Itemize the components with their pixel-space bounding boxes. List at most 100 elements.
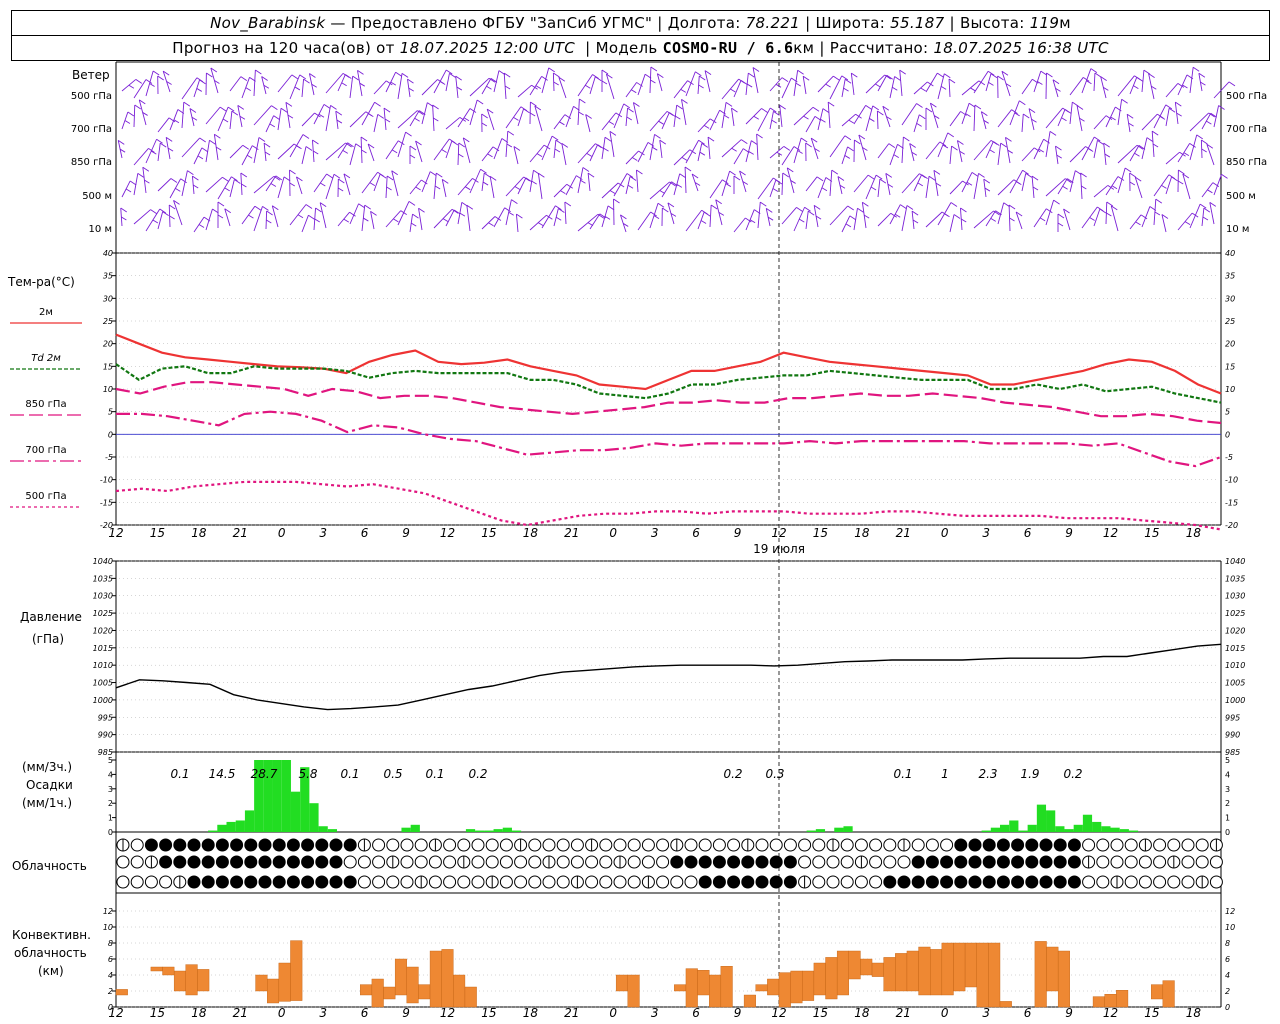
precip-bar — [272, 760, 282, 832]
wind-barb-feather — [710, 204, 718, 210]
cloud-symbol — [514, 875, 528, 889]
wind-barb-feather — [944, 213, 950, 218]
wind-barb-feather — [442, 179, 449, 184]
wind-barb-shaft — [301, 79, 305, 98]
wind-barb-feather — [601, 80, 608, 85]
wind-barb-feather — [162, 70, 170, 76]
wind-barb-shaft — [589, 213, 601, 230]
wind-barb-feather — [192, 184, 199, 189]
cloud-symbol — [400, 855, 414, 869]
convective-bar — [825, 957, 838, 1000]
wind-barb-feather — [1165, 104, 1173, 110]
wind-barb-feather — [384, 118, 391, 123]
wind-barb-feather — [441, 149, 447, 153]
wind-level-label-right: 500 м — [1226, 191, 1256, 202]
temp-legend-label: 700 гПа — [25, 445, 66, 456]
wind-barb-feather — [1218, 105, 1225, 110]
wind-barb-shaft — [1093, 208, 1101, 227]
wind-barb-shaft — [157, 211, 164, 230]
wind-barb-feather — [156, 138, 163, 144]
hour-tick-label: 15 — [150, 526, 165, 540]
temp-series-line — [115, 363, 1222, 404]
wind-barb-feather — [725, 183, 732, 187]
wind-barb-shaft — [296, 176, 303, 195]
wind-barb-shaft — [589, 144, 599, 162]
pressure-tick-label-right: 1010 — [1225, 661, 1245, 670]
wind-barb-feather — [799, 218, 805, 223]
wind-title: Ветер — [72, 68, 110, 82]
wind-barb-feather — [421, 179, 428, 185]
station-name: Nov_Barabinsk — [210, 14, 326, 32]
precip-bar — [475, 830, 485, 832]
cloud-symbol — [684, 855, 698, 869]
cloud-symbol — [769, 838, 783, 852]
wind-barb-feather — [731, 147, 737, 152]
wind-barb-shaft — [564, 202, 567, 225]
wind-barb-feather — [983, 119, 989, 124]
wind-barb-feather — [273, 115, 280, 121]
wind-barb-feather — [357, 70, 364, 75]
wind-barb-shaft — [1093, 185, 1109, 198]
cloud-symbol — [755, 855, 769, 869]
cloud-symbol — [755, 875, 769, 889]
model-name: COSMO-RU / 6.6 — [662, 39, 794, 57]
conv-tick-label-right: 10 — [1225, 923, 1235, 932]
wind-barb-feather — [885, 173, 893, 178]
wind-barb-feather — [434, 185, 441, 190]
wind-barb-feather — [393, 218, 399, 223]
wind-barb-feather — [783, 146, 791, 151]
latitude-label: Широта: — [815, 14, 886, 32]
hour-tick-label: 15 — [481, 1006, 496, 1020]
wind-barb-shaft — [745, 73, 749, 96]
wind-barb-feather — [560, 190, 566, 195]
conv-tick-label: 4 — [108, 971, 113, 980]
wind-barb-feather — [844, 78, 852, 84]
hour-tick-label: 12 — [108, 1006, 123, 1020]
cloud-symbol — [968, 875, 982, 889]
hour-tick-label: 12 — [1103, 526, 1118, 540]
wind-barb-shaft — [1189, 203, 1201, 229]
cloud-symbol — [386, 838, 400, 852]
cloud-symbol — [798, 838, 812, 852]
convective-bar — [988, 942, 1001, 1008]
precip-3h-label: 2.3 — [978, 767, 997, 781]
cloud-symbol — [1025, 875, 1039, 889]
wind-barb-shaft — [1141, 113, 1158, 131]
wind-barb-shaft — [373, 173, 381, 192]
wind-barb-shaft — [421, 79, 438, 96]
precip-tick-label-right: 1 — [1225, 814, 1230, 823]
hour-tick-label: 6 — [1024, 1006, 1032, 1020]
wind-barb-feather — [947, 132, 954, 138]
temp-legend-label: 2м — [39, 307, 53, 318]
wind-barb-feather — [530, 101, 537, 107]
wind-barb-shaft — [911, 211, 915, 230]
precip-bar — [465, 829, 476, 832]
wind-barb-feather — [699, 151, 706, 156]
wind-barb-shaft — [397, 73, 403, 100]
wind-barb-feather — [748, 72, 755, 78]
wind-barb-shaft — [781, 146, 795, 166]
cloud-symbol — [627, 855, 641, 869]
header-separator: — — [330, 14, 346, 32]
wind-barb-shaft — [277, 143, 295, 160]
wind-barb-feather — [405, 131, 412, 137]
wind-barb-feather — [309, 73, 316, 78]
wind-barb-shaft — [541, 135, 553, 161]
wind-barb-feather — [586, 152, 592, 157]
wind-barb-feather — [442, 218, 449, 223]
wind-barb-shaft — [781, 207, 797, 225]
wind-barb-feather — [626, 116, 633, 121]
wind-barb-feather — [944, 73, 951, 79]
cloud-symbol — [130, 855, 144, 869]
cloud-symbol — [1067, 838, 1081, 852]
wind-barb-shaft — [613, 103, 625, 129]
cloud-symbol — [329, 855, 343, 869]
wind-barb-shaft — [1045, 131, 1051, 158]
cloud-symbol — [428, 875, 442, 889]
wind-barb-feather — [942, 144, 949, 149]
wind-barb-feather — [264, 151, 271, 156]
wind-barb-shaft — [325, 142, 346, 161]
wind-barb-shaft — [1165, 151, 1180, 165]
wind-barb-feather — [676, 104, 683, 110]
precip-bar — [226, 821, 236, 832]
